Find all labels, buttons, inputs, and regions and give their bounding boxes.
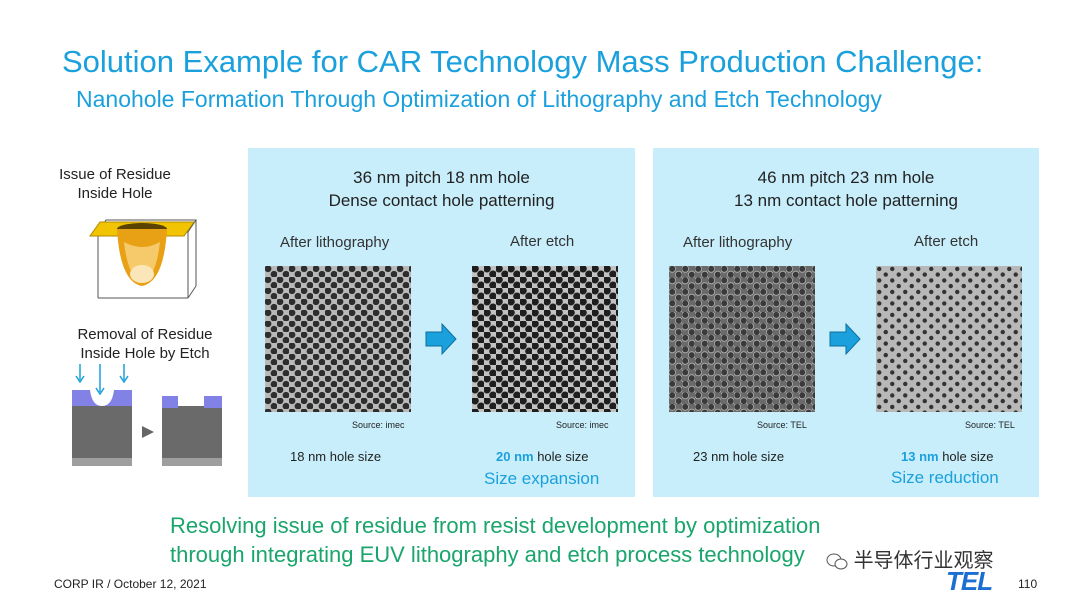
- slide-title: Solution Example for CAR Technology Mass…: [62, 44, 984, 79]
- tel-logo: TEL: [946, 566, 993, 596]
- sem-image-etch-imec: [472, 266, 618, 412]
- issue-label: Issue of Residue Inside Hole: [59, 166, 171, 202]
- wechat-icon: [826, 553, 848, 571]
- after-lithography-label: After lithography: [683, 234, 793, 251]
- right-arrow-icon: [829, 322, 861, 356]
- source-label: Source: imec: [352, 420, 405, 430]
- hole-size-etch: 20 nm hole size: [496, 449, 589, 464]
- right-arrow-icon: [425, 322, 457, 356]
- page-number: 110: [1018, 577, 1038, 591]
- footer-text: CORP IR / October 12, 2021: [54, 577, 207, 591]
- panel-tel: 46 nm pitch 23 nm hole 13 nm contact hol…: [653, 148, 1039, 497]
- watermark: 半导体行业观察: [826, 544, 994, 573]
- hole-size-etch: 13 nm hole size: [901, 449, 994, 464]
- size-change-note: Size reduction: [891, 468, 999, 487]
- after-etch-label: After etch: [914, 233, 979, 250]
- etch-removal-illustration: [72, 364, 222, 466]
- removal-label: Removal of Residue Inside Hole by Etch: [77, 326, 213, 362]
- panel-heading: 36 nm pitch 18 nm hole Dense contact hol…: [328, 168, 555, 210]
- size-change-note: Size expansion: [484, 469, 600, 488]
- sem-image-litho-tel: [669, 266, 815, 412]
- sem-image-litho-imec: [265, 266, 411, 412]
- panel-heading: 46 nm pitch 23 nm hole 13 nm contact hol…: [734, 168, 958, 210]
- sem-image-etch-tel: [876, 266, 1022, 412]
- slide-subtitle: Nanohole Formation Through Optimization …: [76, 86, 882, 112]
- hole-size-litho: 23 nm hole size: [693, 449, 785, 464]
- source-label: Source: TEL: [965, 420, 1015, 430]
- panel-imec: 36 nm pitch 18 nm hole Dense contact hol…: [248, 148, 635, 497]
- residue-hole-illustration: [89, 219, 197, 299]
- conclusion-text: Resolving issue of residue from resist d…: [170, 513, 821, 567]
- hole-size-litho: 18 nm hole size: [290, 449, 382, 464]
- source-label: Source: TEL: [757, 420, 807, 430]
- after-etch-label: After etch: [510, 233, 575, 250]
- source-label: Source: imec: [556, 420, 609, 430]
- after-lithography-label: After lithography: [280, 234, 390, 251]
